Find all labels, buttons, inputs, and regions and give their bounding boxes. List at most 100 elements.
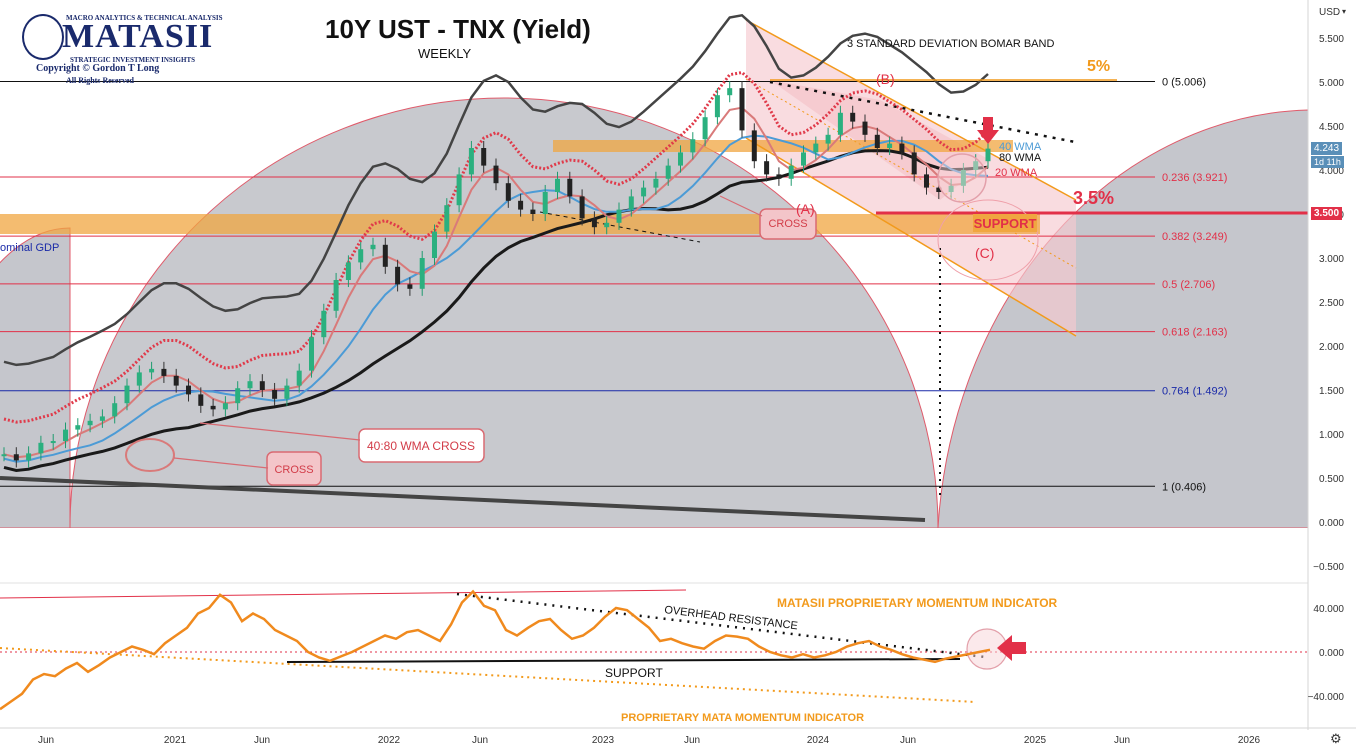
wma-cross-group: 40:80 WMA CROSS	[199, 422, 485, 463]
c-label: (C)	[975, 245, 994, 261]
candle-body	[837, 112, 843, 135]
fib-label: 1 (0.406)	[1162, 481, 1206, 493]
matasii-indicator-label: MATASII PROPRIETARY MOMENTUM INDICATOR	[777, 596, 1058, 610]
fib-label: 0.5 (2.706)	[1162, 279, 1215, 291]
candle-body	[456, 174, 462, 206]
candle-body	[345, 262, 351, 280]
logo-copyright: Copyright © Gordon T Long	[36, 63, 160, 74]
channel-upper	[745, 19, 1077, 201]
price-tick-label: 4.500	[1319, 122, 1344, 133]
candle-body	[272, 390, 278, 399]
five-pct-label: 5%	[1087, 58, 1110, 75]
wma20-label: 20 WMA	[995, 167, 1038, 179]
cross-circle-lower	[125, 438, 175, 472]
candle-body	[850, 112, 856, 122]
candle-body	[296, 370, 302, 386]
support-label-box	[973, 214, 1037, 232]
price-axis: 5.500 5.000 4.500 4.000 3.500 3.000 2.500 2.000…	[1313, 34, 1344, 573]
chevron-down-icon[interactable]: ▾	[1342, 7, 1347, 16]
three-five-pct-label: 3.5%	[1073, 188, 1114, 208]
candle-body	[678, 152, 683, 166]
chart-subtitle: WEEKLY	[418, 46, 472, 61]
candle-body	[616, 209, 622, 223]
candle-body	[382, 244, 388, 267]
fib-label: 0.236 (3.921)	[1162, 172, 1227, 184]
price-tick-label: 3.000	[1319, 254, 1344, 265]
candle-body	[407, 284, 413, 289]
price-tick-label: 5.000	[1319, 78, 1344, 89]
time-tick-label: Jun	[38, 735, 54, 746]
wma-cross-label: 40:80 WMA CROSS	[367, 439, 475, 453]
candle-body	[776, 174, 782, 179]
candle-body	[887, 143, 893, 148]
candle-body	[38, 442, 44, 454]
time-tick-label: Jun	[900, 735, 916, 746]
candle-body	[444, 205, 450, 232]
momentum-resistance-line	[456, 592, 986, 659]
candle-body	[63, 429, 68, 442]
fib-label: 0.764 (1.492)	[1162, 386, 1227, 398]
candle-body	[936, 187, 942, 192]
candle-body	[161, 368, 167, 376]
candle-body	[690, 139, 696, 153]
momentum-tick-label: 0.000	[1319, 648, 1344, 659]
left-arrow-icon	[997, 635, 1026, 661]
matasii-logo: MACRO ANALYTICS & TECHNICAL ANALYSIS MAT…	[18, 10, 223, 88]
bomar-band-line	[3, 13, 989, 367]
cross-box-lower	[266, 451, 322, 486]
candle-body	[493, 165, 499, 184]
down-arrow-icon	[977, 117, 999, 144]
cross-upper-label: CROSS	[768, 218, 807, 230]
momentum-pane: MATASII PROPRIETARY MOMENTUM INDICATOR O…	[0, 589, 1344, 724]
wma-cross-box	[358, 428, 485, 463]
last-price-tag: 4.243	[1311, 142, 1343, 155]
cross-lower-pointer	[173, 457, 269, 469]
candle-body	[567, 178, 573, 197]
candle-body	[112, 403, 118, 417]
chart-title: 10Y UST - TNX (Yield)	[325, 14, 591, 44]
candle-body	[284, 385, 290, 399]
gear-icon[interactable]: ⚙	[1330, 731, 1342, 746]
momentum-top-red	[0, 589, 687, 599]
candle-body	[813, 143, 819, 153]
candle-body	[75, 425, 81, 430]
price-tick-label: 1.000	[1319, 430, 1344, 441]
currency-selector[interactable]: USD	[1319, 7, 1341, 18]
time-tick-label: 2024	[807, 735, 830, 746]
candle-body	[727, 88, 733, 96]
price-tick-label: 2.500	[1319, 298, 1344, 309]
momentum-tick-label: 40.000	[1313, 604, 1344, 615]
support-label: SUPPORT	[974, 216, 1037, 231]
time-tick-label: 2025	[1024, 735, 1047, 746]
price-tick-label: 0.000	[1319, 518, 1344, 529]
time-tick-label: 2021	[164, 735, 187, 746]
candle-body	[149, 368, 155, 373]
wma80-line	[3, 149, 989, 473]
time-tick-label: 2023	[592, 735, 615, 746]
candle-body	[530, 209, 536, 214]
cross-box-upper-group: CROSS	[719, 195, 817, 240]
momentum-line	[0, 589, 991, 711]
candle-body	[358, 249, 364, 263]
cycle-arcs	[0, 97, 1308, 528]
candle-body	[13, 454, 19, 461]
time-tick-label: 2022	[378, 735, 401, 746]
candle-body	[136, 372, 142, 386]
momentum-series	[0, 589, 991, 711]
wma40-label: 40 WMA	[999, 141, 1042, 153]
candle-body	[309, 337, 314, 371]
channel-mid	[745, 78, 1077, 269]
candle-body	[124, 385, 130, 404]
candle-body	[653, 178, 659, 188]
logo-name: MATASII	[62, 18, 214, 55]
time-tick-label: 2026	[1238, 735, 1261, 746]
time-tick-label: Jun	[684, 735, 700, 746]
candle-body	[825, 134, 831, 144]
logo-sub-text: STRATEGIC INVESTMENT INSIGHTS	[70, 56, 196, 64]
candle-body	[432, 231, 437, 258]
candle-body	[924, 174, 929, 188]
candle-body	[26, 453, 32, 461]
candle-body	[505, 183, 511, 201]
ema-dots-line	[3, 70, 989, 424]
